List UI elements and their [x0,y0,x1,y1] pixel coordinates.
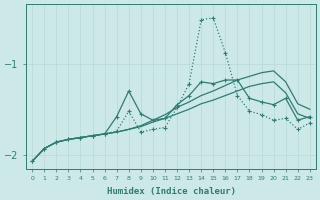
X-axis label: Humidex (Indice chaleur): Humidex (Indice chaleur) [107,187,236,196]
